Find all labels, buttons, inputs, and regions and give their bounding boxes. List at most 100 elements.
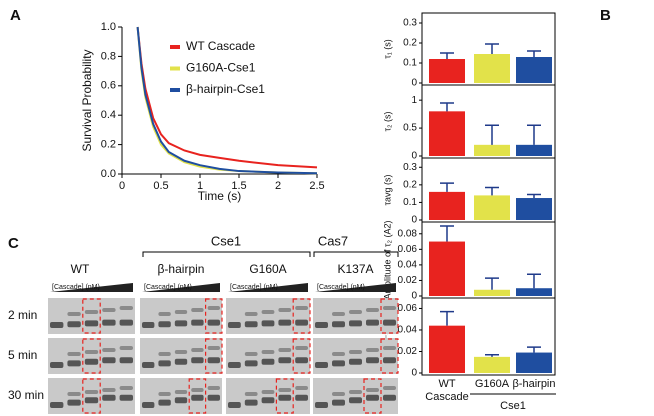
gradient-wedge bbox=[228, 283, 308, 292]
gel-band bbox=[67, 392, 81, 396]
gel-band bbox=[278, 319, 292, 326]
gel-image bbox=[226, 298, 310, 334]
gel-band bbox=[261, 310, 275, 314]
gel-band bbox=[278, 357, 292, 364]
gel-band bbox=[332, 360, 345, 367]
gel-band bbox=[278, 394, 292, 401]
gel-band bbox=[332, 399, 345, 406]
error-bar bbox=[527, 273, 541, 289]
panel-frame bbox=[421, 297, 556, 376]
gel-band bbox=[84, 390, 99, 394]
gel-band bbox=[142, 362, 155, 368]
gel-band bbox=[332, 352, 345, 356]
gel-band bbox=[67, 321, 81, 328]
highlight-box bbox=[275, 378, 294, 414]
gel-band bbox=[295, 386, 308, 390]
gel-band bbox=[383, 394, 396, 401]
gel-row-label: 2 min bbox=[8, 308, 37, 322]
gel-band bbox=[84, 350, 99, 354]
x-tick-label: WT Cascade bbox=[425, 378, 469, 403]
y-tick-label: 0 bbox=[411, 368, 417, 379]
gel-band bbox=[383, 357, 396, 364]
gel-band bbox=[102, 394, 116, 401]
gel-band bbox=[261, 358, 275, 365]
gel-band bbox=[84, 320, 99, 327]
bar bbox=[474, 144, 510, 156]
y-axis-label: Survival Probability bbox=[80, 49, 94, 151]
gel-band bbox=[366, 308, 379, 312]
y-tick-label: 0.5 bbox=[403, 123, 417, 134]
gel-column-label: K137A bbox=[337, 262, 373, 276]
highlight-box bbox=[363, 378, 382, 414]
gel-band bbox=[84, 310, 99, 314]
error-bar bbox=[485, 277, 499, 290]
error-bar bbox=[485, 124, 499, 145]
gel-band bbox=[383, 346, 396, 350]
error-bar bbox=[440, 225, 454, 242]
gel-band bbox=[119, 357, 133, 364]
gel-image bbox=[313, 298, 398, 334]
gel-band bbox=[84, 397, 99, 404]
y-tick-label: 0.4 bbox=[101, 109, 116, 121]
gel-band bbox=[261, 350, 275, 354]
gel-band bbox=[383, 386, 396, 390]
y-tick-label: 0.08 bbox=[398, 228, 418, 239]
gel-band bbox=[158, 360, 171, 367]
group-bracket bbox=[142, 251, 311, 257]
gel-band bbox=[102, 319, 116, 326]
gel-band bbox=[119, 386, 133, 390]
x-tick-label: 0.5 bbox=[153, 180, 168, 192]
gel-band bbox=[158, 312, 171, 316]
bar bbox=[429, 111, 465, 156]
error-bar bbox=[440, 52, 454, 59]
gel-band bbox=[174, 358, 188, 365]
gel-band bbox=[119, 346, 133, 350]
gel-band bbox=[207, 306, 220, 310]
bar bbox=[429, 59, 465, 83]
gel-band bbox=[295, 394, 308, 401]
legend-label: WT Cascade bbox=[186, 39, 255, 53]
gel-band bbox=[207, 319, 220, 326]
gel-band bbox=[278, 388, 292, 392]
y-axis-label: τ₂ (s) bbox=[382, 111, 392, 131]
gel-band bbox=[366, 388, 379, 392]
y-tick-label: 0 bbox=[411, 151, 417, 162]
y-tick-label: 0.06 bbox=[398, 303, 418, 314]
error-bar bbox=[440, 102, 454, 112]
gel-band bbox=[191, 308, 204, 312]
gel-band bbox=[332, 321, 345, 328]
gel-band bbox=[102, 348, 116, 352]
y-tick-label: 0 bbox=[411, 291, 417, 302]
gel-band bbox=[142, 402, 155, 408]
gel-band bbox=[278, 308, 292, 312]
gel-band bbox=[174, 310, 188, 314]
gel-band bbox=[383, 319, 396, 326]
y-tick-label: 0 bbox=[411, 78, 417, 89]
error-bar bbox=[527, 124, 541, 145]
highlight-box bbox=[205, 338, 223, 374]
concentration-label: [Cascade] (nM) bbox=[144, 284, 192, 291]
bar bbox=[474, 54, 510, 83]
gel-band bbox=[191, 388, 204, 392]
bar bbox=[516, 288, 552, 296]
gel-band bbox=[244, 392, 258, 396]
concentration-label: [Cascade] (nM) bbox=[317, 284, 365, 291]
gel-band bbox=[191, 357, 204, 364]
gel-band bbox=[244, 312, 258, 316]
gel-band bbox=[158, 392, 171, 396]
bar bbox=[474, 195, 510, 220]
gel-band bbox=[228, 402, 241, 408]
panel-label: A bbox=[10, 7, 21, 24]
x-axis-label: Time (s) bbox=[198, 189, 242, 203]
group-label: Cse1 bbox=[211, 233, 241, 248]
gel-band bbox=[119, 319, 133, 326]
gel-band bbox=[50, 402, 64, 408]
bar bbox=[429, 241, 465, 296]
bar bbox=[516, 144, 552, 156]
gel-band bbox=[228, 322, 241, 328]
gel-band bbox=[349, 350, 362, 354]
x-tick-label: 1.5 bbox=[231, 180, 246, 192]
bar bbox=[474, 289, 510, 296]
x-tick-label: G160A bbox=[474, 378, 510, 390]
gel-band bbox=[295, 346, 308, 350]
